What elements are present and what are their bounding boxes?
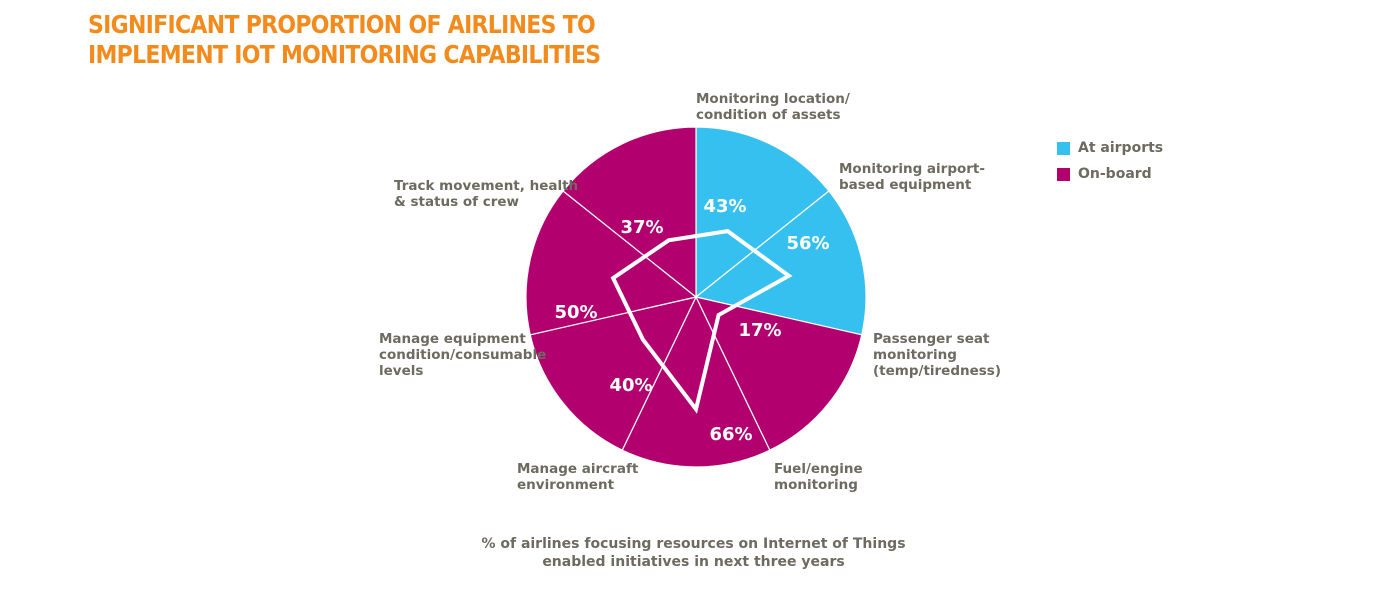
legend-label-at-airports: At airports — [1078, 140, 1164, 156]
legend-label-on-board: On-board — [1078, 166, 1152, 182]
category-label-track-movement-health-status-of-crew: Track movement, health & status of crew — [394, 178, 578, 210]
category-label-manage-equipment-condition-consumable-levels: Manage equipment condition/consumable leve… — [379, 331, 546, 379]
category-label-line: Fuel/engine — [774, 461, 863, 477]
legend-swatch-at-airports — [1057, 141, 1070, 155]
category-label-line: monitoring — [873, 347, 957, 363]
legend-item-on-board: On-board — [1057, 161, 1163, 187]
sector-manage-aircraft-environment — [529, 296, 698, 451]
category-label-line: Manage equipment — [379, 331, 526, 347]
value-label-fuel-engine-monitoring: 66% — [709, 424, 752, 445]
legend-item-at-airports: At airports — [1057, 135, 1163, 161]
category-label-line: Monitoring airport- — [839, 161, 985, 177]
sector-monitoring-location-condition-of-assets — [695, 126, 830, 299]
chart-title: SIGNIFICANT PROPORTION OF AIRLINES TO IM… — [88, 10, 601, 70]
value-label-monitoring-location-condition-of-assets: 43% — [703, 196, 746, 217]
category-label-line: condition of assets — [696, 107, 841, 123]
category-label-line: environment — [517, 477, 615, 493]
category-label-line: Passenger seat — [873, 331, 990, 347]
category-label-line: based equipment — [839, 177, 972, 193]
category-label-monitoring-airport-based-equipment: Monitoring airport-based equipment — [839, 161, 985, 193]
chart-title-line-1: SIGNIFICANT PROPORTION OF AIRLINES TO — [88, 10, 596, 39]
sector-monitoring-airport-based-equipment — [694, 190, 867, 336]
sector-track-movement-health-status-of-crew — [562, 126, 697, 299]
category-label-line: (temp/tiredness) — [873, 363, 1001, 379]
category-label-passenger-seat-monitoring-temp-tiredness: Passenger seat monitoring (temp/tiredness) — [873, 331, 1001, 379]
value-label-manage-aircraft-environment: 40% — [609, 375, 652, 396]
category-label-line: Monitoring location/ — [696, 91, 850, 107]
sector-passenger-seat-monitoring-temp-tiredness — [694, 296, 863, 451]
category-label-line: & status of crew — [394, 194, 519, 210]
sector-fuel-engine-monitoring — [621, 295, 771, 468]
radar-outline — [610, 229, 793, 414]
chart-caption-line-1: % of airlines focusing resources on Inte… — [481, 536, 906, 552]
value-label-track-movement-health-status-of-crew: 37% — [620, 217, 663, 238]
category-label-monitoring-location-condition-of-assets: Monitoring location/condition of assets — [696, 91, 850, 123]
legend: At airports On-board — [1057, 135, 1163, 187]
category-label-line: Manage aircraft — [517, 461, 639, 477]
chart-caption-line-2: enabled initiatives in next three years — [542, 554, 845, 570]
category-label-line: levels — [379, 363, 423, 379]
category-label-line: condition/consumable — [379, 347, 546, 363]
value-label-manage-equipment-condition-consumable-levels: 50% — [554, 302, 597, 323]
value-label-passenger-seat-monitoring-temp-tiredness: 17% — [738, 320, 781, 341]
category-label-fuel-engine-monitoring: Fuel/engine monitoring — [774, 461, 863, 493]
category-label-line: Track movement, health — [394, 178, 578, 194]
sector-manage-equipment-condition-consumable-levels — [525, 190, 698, 336]
category-label-line: monitoring — [774, 477, 858, 493]
chart-title-line-2: IMPLEMENT IOT MONITORING CAPABILITIES — [88, 40, 601, 69]
legend-swatch-on-board — [1057, 167, 1070, 181]
value-label-monitoring-airport-based-equipment: 56% — [786, 233, 829, 254]
chart-caption: % of airlines focusing resources on Inte… — [0, 535, 1387, 571]
category-label-manage-aircraft-environment: Manage aircraft environment — [517, 461, 639, 493]
